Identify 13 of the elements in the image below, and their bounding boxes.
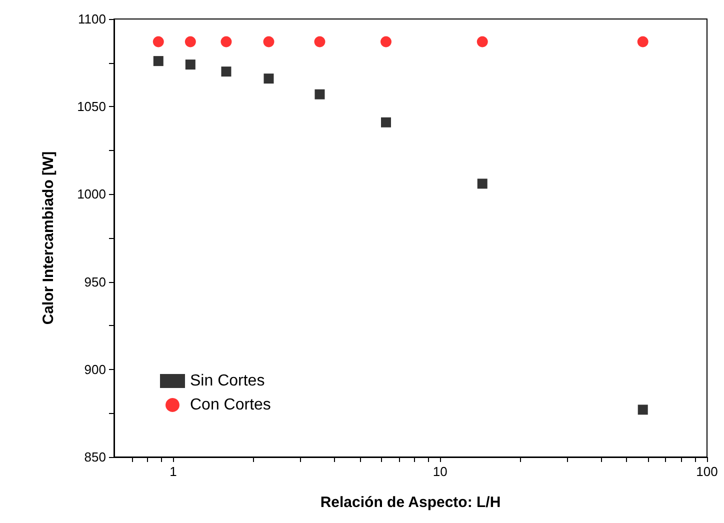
x-axis-title: Relación de Aspecto: L/H xyxy=(320,494,501,511)
y-tick-label: 900 xyxy=(84,362,106,377)
x-tick-label: 1 xyxy=(170,464,177,479)
y-tick-label: 1050 xyxy=(77,99,106,114)
y-axis-title: Calor Intercambiado [W] xyxy=(40,151,57,325)
y-tick-label: 1000 xyxy=(77,186,106,202)
x-tick-label: 100 xyxy=(696,464,718,479)
x-tick-label: 10 xyxy=(432,464,448,479)
y-tick-label: 850 xyxy=(84,450,106,464)
y-tick-label: 950 xyxy=(84,274,106,290)
y-tick-label: 1100 xyxy=(78,12,106,26)
legend-label: Con Cortes xyxy=(190,396,271,414)
legend-label: Sin Cortes xyxy=(190,372,265,390)
